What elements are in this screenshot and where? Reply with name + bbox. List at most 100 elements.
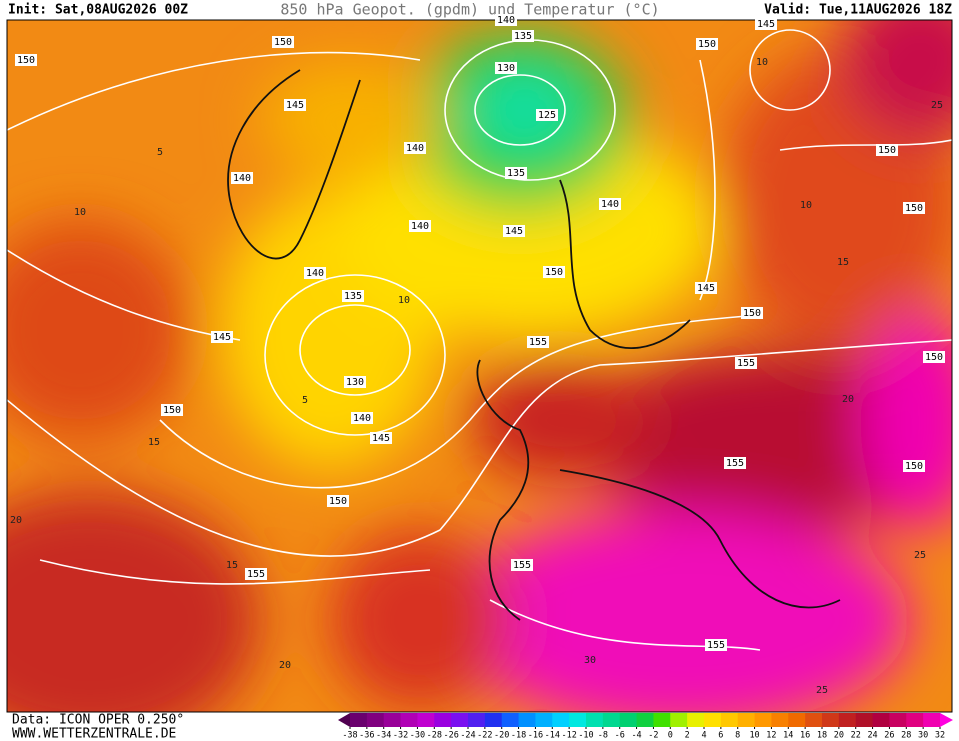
contour-label-bg: [15, 54, 37, 66]
contour-label-bg: [272, 36, 294, 48]
colorbar-box: [434, 713, 452, 727]
colorbar-box: [889, 713, 907, 727]
geopotential-label: 135: [514, 31, 532, 42]
contour-label-bg: [344, 376, 366, 388]
colorbar-label: 28: [901, 731, 911, 741]
colorbar-label: -10: [578, 731, 593, 741]
colorbar-label: 10: [749, 731, 759, 741]
colorbar-box: [451, 713, 469, 727]
temperature-label: 10: [756, 57, 768, 68]
geopotential-label: 140: [233, 173, 251, 184]
colorbar-label: -32: [393, 731, 408, 741]
geopotential-label: 145: [505, 226, 523, 237]
geopotential-label: 150: [698, 39, 716, 50]
temperature-label: 15: [226, 560, 238, 571]
geopotential-label: 140: [406, 143, 424, 154]
colorbar-label: -14: [545, 731, 560, 741]
colorbar-label: -16: [528, 731, 543, 741]
geopotential-label: 145: [286, 100, 304, 111]
colorbar-box: [855, 713, 874, 727]
contour-label-bg: [741, 307, 763, 319]
geopotential-label: 155: [726, 458, 744, 469]
contour-label-bg: [342, 290, 364, 302]
temperature-label: 25: [816, 685, 828, 696]
colorbar-box: [872, 713, 890, 727]
geopotential-label: 155: [247, 569, 265, 580]
contour-label-bg: [351, 412, 373, 424]
colorbar-box: [687, 713, 705, 727]
colorbar-label: 6: [718, 731, 723, 741]
website: WWW.WETTERZENTRALE.DE: [12, 727, 176, 741]
colorbar-label: 12: [766, 731, 776, 741]
geopotential-label: 150: [878, 145, 896, 156]
data-source: Data: ICON OPER 0.250°: [12, 713, 184, 728]
temperature-label: 10: [800, 200, 812, 211]
geopotential-label: 140: [601, 199, 619, 210]
colorbar-box: [400, 713, 418, 727]
contour-label-bg: [527, 336, 549, 348]
colorbar-label: -8: [598, 731, 608, 741]
colorbar-box: [501, 713, 520, 727]
temperature-label: 20: [10, 515, 22, 526]
colorbar-label: -22: [477, 731, 492, 741]
colorbar-label: -20: [494, 731, 509, 741]
geopotential-label: 130: [346, 377, 364, 388]
temperature-label: 25: [931, 100, 943, 111]
map-frame: [6, 19, 953, 713]
temperature-label: 5: [157, 147, 163, 158]
colorbar-label: 22: [851, 731, 861, 741]
colorbar-box: [383, 713, 402, 727]
colorbar-label: 24: [867, 731, 877, 741]
colorbar-label: 30: [918, 731, 928, 741]
contour-label-bg: [231, 172, 253, 184]
contour-label-bg: [284, 99, 306, 111]
colorbar-box: [518, 713, 536, 727]
colorbar-box: [788, 713, 806, 727]
contour-label-bg: [245, 568, 267, 580]
contour-label-bg: [304, 267, 326, 279]
colorbar-label: 0: [668, 731, 673, 741]
colorbar-label: -28: [427, 731, 442, 741]
contour-label-bg: [512, 30, 534, 42]
geopotential-label: 130: [497, 63, 515, 74]
colorbar-box: [906, 713, 924, 727]
geopotential-label: 140: [411, 221, 429, 232]
colorbar-box: [737, 713, 756, 727]
geopotential-label: 150: [545, 267, 563, 278]
colorbar-label: -24: [460, 731, 475, 741]
geopotential-label: 150: [743, 308, 761, 319]
valid-time: Valid: Tue,11AUG2026 18Z: [764, 3, 952, 18]
contour-label-bg: [543, 266, 565, 278]
temperature-label: 30: [584, 655, 596, 666]
coastlines: [227, 69, 841, 621]
colorbar-label: -6: [615, 731, 625, 741]
contour-label-bg: [724, 457, 746, 469]
colorbar-arrow-right: [940, 713, 953, 727]
contour-label-bg: [536, 109, 558, 121]
contour-label-bg: [695, 282, 717, 294]
temperature-label: 20: [842, 394, 854, 405]
geopotential-label: 150: [905, 203, 923, 214]
geopotential-label: 155: [529, 337, 547, 348]
geopotential-label: 150: [905, 461, 923, 472]
geopotential-label: 150: [925, 352, 943, 363]
colorbar-label: -30: [410, 731, 425, 741]
geopotential-label: 145: [697, 283, 715, 294]
colorbar-box: [653, 713, 671, 727]
colorbar-box: [602, 713, 621, 727]
colorbar-box: [771, 713, 789, 727]
geopotential-label: 155: [513, 560, 531, 571]
colorbar-label: -36: [359, 731, 374, 741]
geopotential-label: 125: [538, 110, 556, 121]
colorbar-arrow-left: [338, 713, 350, 727]
contour-label-bg: [495, 62, 517, 74]
colorbar-box: [350, 713, 368, 727]
init-time: Init: Sat,08AUG2026 00Z: [8, 3, 188, 18]
colorbar-label: 20: [834, 731, 844, 741]
colorbar-box: [838, 713, 857, 727]
colorbar-box: [636, 713, 654, 727]
temperature-label: 5: [302, 395, 308, 406]
contour-label-bg: [404, 142, 426, 154]
